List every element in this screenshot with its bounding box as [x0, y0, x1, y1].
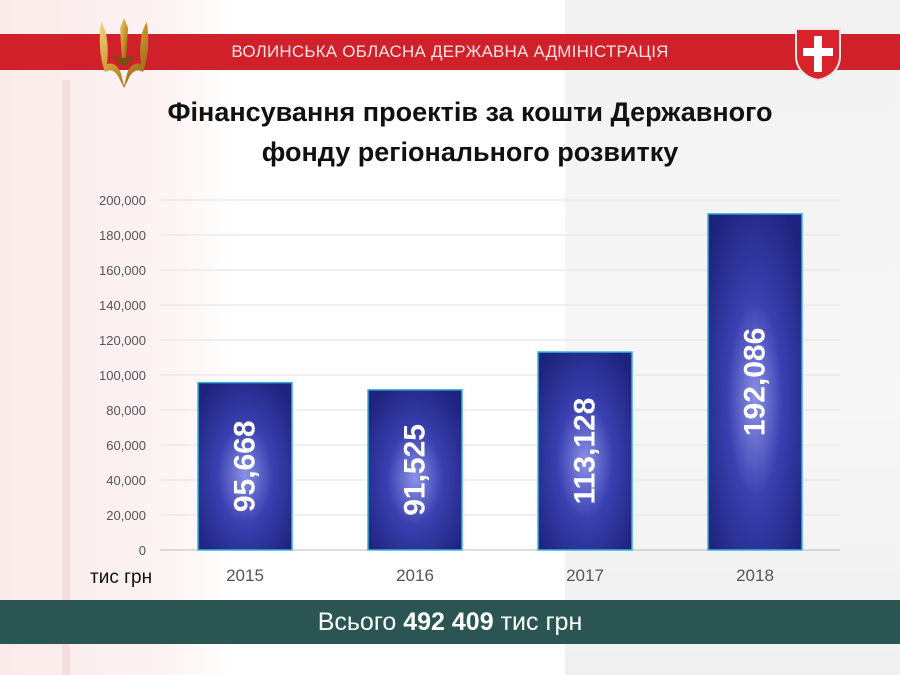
footer-total: Всього 492 409 тис грн: [0, 600, 900, 644]
y-tick-label: 60,000: [106, 438, 146, 453]
bar-data-label: 91,525: [399, 424, 432, 516]
bar-data-label: 113,128: [569, 398, 602, 505]
x-tick-label: 2015: [226, 566, 264, 585]
title-line-2: фонду регіонального розвитку: [261, 137, 679, 167]
y-tick-label: 40,000: [106, 473, 146, 488]
bar-2016: [367, 389, 463, 551]
page-title: Фінансування проектів за кошти Державног…: [100, 92, 840, 172]
chart-bars: 95,668 91,525 113,128 192,086: [197, 213, 803, 551]
footer-band: [0, 600, 900, 644]
y-tick-label: 120,000: [99, 333, 146, 348]
y-tick-label: 140,000: [99, 298, 146, 313]
bar-2018: [707, 213, 803, 551]
y-tick-label: 200,000: [99, 193, 146, 208]
footer-prefix: Всього: [317, 608, 397, 636]
background-left-panel: [0, 0, 235, 675]
y-tick-label: 100,000: [99, 368, 146, 383]
title-line-1: Фінансування проектів за кошти Державног…: [167, 97, 773, 127]
footer-total-value: 492 409: [403, 608, 494, 636]
y-axis-unit-label: тис грн: [90, 567, 153, 588]
background-left-stripe: [62, 80, 70, 675]
y-axis-tick-labels: 0 20,000 40,000 60,000 80,000 100,000 120,000 1…: [99, 193, 146, 558]
bar-data-label: 192,086: [739, 328, 772, 436]
footer-suffix: тис грн: [500, 608, 583, 636]
y-tick-label: 20,000: [106, 508, 146, 523]
x-axis-tick-labels: 2015 2016 2017 2018: [226, 566, 774, 585]
header-band: [0, 34, 900, 70]
x-tick-label: 2017: [566, 566, 604, 585]
header-org-name: ВОЛИНСЬКА ОБЛАСНА ДЕРЖАВНА АДМІНІСТРАЦІЯ: [231, 42, 669, 61]
ukraine-trident-emblem-icon: [99, 18, 149, 88]
funding-bar-chart: 0 20,000 40,000 60,000 80,000 100,000 120,000 1…: [99, 193, 840, 585]
bar-2015: [197, 381, 293, 551]
y-tick-label: 80,000: [106, 403, 146, 418]
y-tick-label: 0: [139, 543, 146, 558]
volyn-coat-of-arms-icon: [795, 28, 841, 82]
bar-2017: [537, 351, 633, 551]
bar-data-label: 95,668: [229, 420, 262, 512]
y-tick-label: 180,000: [99, 228, 146, 243]
y-tick-label: 160,000: [99, 263, 146, 278]
x-tick-label: 2018: [736, 566, 774, 585]
x-tick-label: 2016: [396, 566, 434, 585]
